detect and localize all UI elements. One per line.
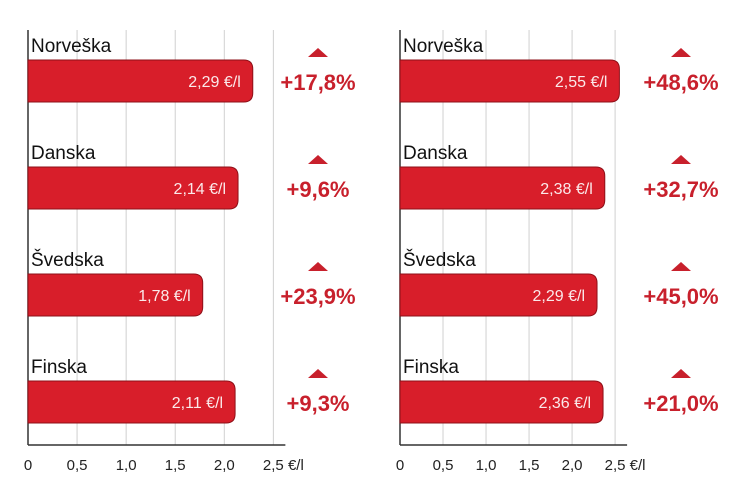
bar xyxy=(399,380,604,424)
change-percent-label: +9,3% xyxy=(287,391,350,416)
triangle-up-icon xyxy=(671,262,691,271)
bar xyxy=(399,59,620,103)
bar-value-label: 2,38 €/l xyxy=(540,181,592,198)
change-percent-label: +48,6% xyxy=(643,70,718,95)
bar xyxy=(27,273,204,317)
x-tick-label: 1,0 xyxy=(116,457,137,474)
x-tick-label: 2,5 €/l xyxy=(263,457,304,474)
bar-value-label: 2,11 €/l xyxy=(172,395,223,412)
triangle-up-icon xyxy=(671,369,691,378)
x-tick-label: 0,5 xyxy=(67,457,88,474)
x-tick-label: 2,5 €/l xyxy=(605,457,646,474)
category-label: Danska xyxy=(403,143,468,164)
bar xyxy=(27,166,239,210)
change-percent-label: +17,8% xyxy=(280,70,355,95)
triangle-up-icon xyxy=(671,155,691,164)
x-tick-label: 2,0 xyxy=(562,457,583,474)
change-percent-label: +23,9% xyxy=(280,284,355,309)
x-tick-label: 0 xyxy=(24,457,32,474)
bar xyxy=(27,59,254,103)
chart-panel-1: 0 0,5 1,0 1,5 2,0 2,5 €/l Norveška 2,29 €/l +17,… xyxy=(24,30,356,474)
bar-value-label: 2,55 €/l xyxy=(555,74,607,91)
change-percent-label: +21,0% xyxy=(643,391,718,416)
x-tick-label: 1,5 xyxy=(165,457,186,474)
bar-value-label: 2,29 €/l xyxy=(533,288,585,305)
category-label: Švedska xyxy=(403,249,476,271)
triangle-up-icon xyxy=(308,155,328,164)
change-percent-label: +45,0% xyxy=(643,284,718,309)
triangle-up-icon xyxy=(671,48,691,57)
bar-value-label: 2,36 €/l xyxy=(539,395,591,412)
triangle-up-icon xyxy=(308,48,328,57)
chart-panel-2: 0 0,5 1,0 1,5 2,0 2,5 €/l Norveška 2,55 €/l +48,… xyxy=(396,30,719,474)
category-label: Danska xyxy=(31,143,96,164)
x-tick-label: 2,0 xyxy=(214,457,235,474)
x-tick-label: 0 xyxy=(396,457,404,474)
category-label: Norveška xyxy=(403,36,484,57)
bar-value-label: 2,14 €/l xyxy=(174,181,226,198)
category-label: Švedska xyxy=(31,249,104,271)
x-tick-label: 1,0 xyxy=(476,457,497,474)
category-label: Finska xyxy=(31,357,87,378)
x-tick-label: 1,5 xyxy=(519,457,540,474)
bar xyxy=(399,273,598,317)
bar-value-label: 1,78 €/l xyxy=(138,288,190,305)
bar-value-label: 2,29 €/l xyxy=(188,74,240,91)
triangle-up-icon xyxy=(308,262,328,271)
triangle-up-icon xyxy=(308,369,328,378)
change-percent-label: +9,6% xyxy=(287,177,350,202)
category-label: Norveška xyxy=(31,36,112,57)
category-label: Finska xyxy=(403,357,459,378)
bar xyxy=(399,166,606,210)
x-tick-label: 0,5 xyxy=(433,457,454,474)
bar xyxy=(27,380,236,424)
change-percent-label: +32,7% xyxy=(643,177,718,202)
